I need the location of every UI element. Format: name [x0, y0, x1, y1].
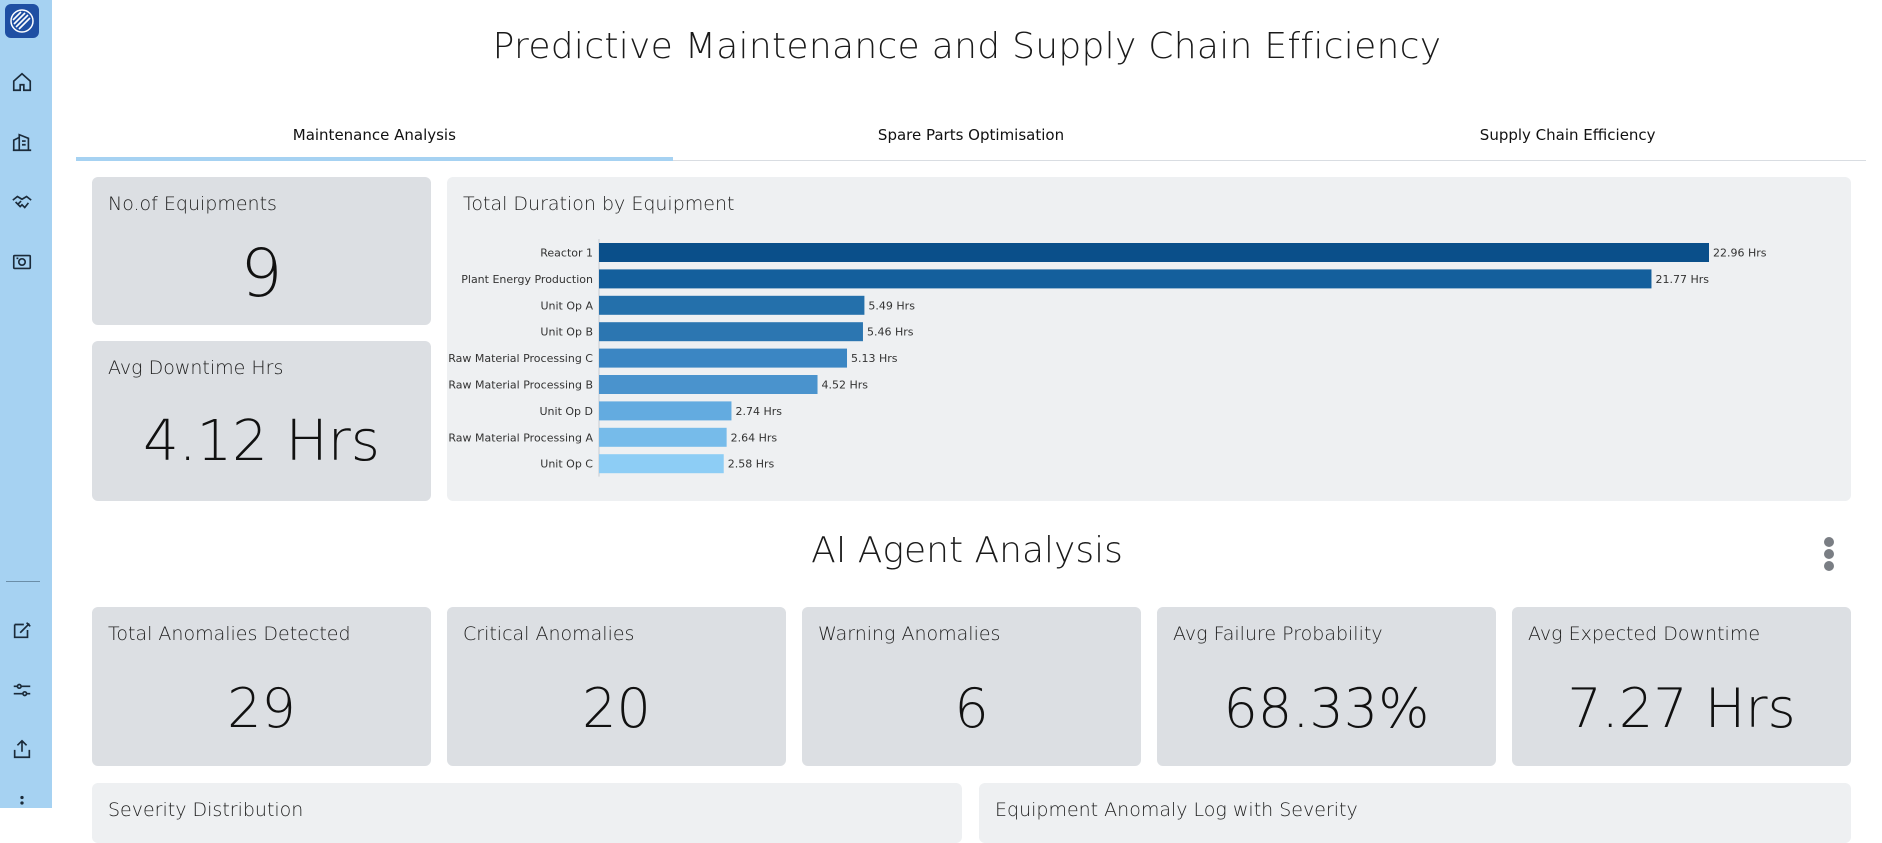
home-icon[interactable]	[9, 69, 35, 95]
kpi-title: Warning Anomalies	[818, 623, 1001, 645]
kpi-value: 20	[582, 677, 651, 740]
bar[interactable]	[599, 401, 732, 421]
bar[interactable]	[599, 295, 865, 315]
duration-bar-chart: Reactor 1 22.96 Hrs Plant Energy Productio…	[448, 239, 1767, 477]
sidebar-divider	[6, 581, 40, 582]
bar[interactable]	[599, 427, 727, 447]
category-label: Raw Material Processing B	[448, 379, 593, 392]
kpi-title: Critical Anomalies	[463, 623, 635, 645]
page-title: Predictive Maintenance and Supply Chain …	[492, 26, 1442, 67]
handshake-icon[interactable]	[9, 189, 35, 215]
card-title: Equipment Anomaly Log with Severity	[995, 799, 1358, 821]
card-title: Severity Distribution	[108, 799, 304, 821]
kebab-menu-icon[interactable]	[1820, 536, 1838, 574]
bar[interactable]	[599, 243, 1709, 262]
chart-title: Total Duration by Equipment	[463, 193, 735, 215]
duration-chart-card: Total Duration by Equipment Reactor 1 22.…	[447, 177, 1851, 501]
ai-kpi-card-expected-downtime: Avg Expected Downtime 7.27 Hrs	[1512, 607, 1851, 766]
category-label: Unit Op A	[540, 299, 593, 312]
data-label: 2.58 Hrs	[728, 458, 775, 471]
kpi-card-equipments: No.of Equipments 9	[92, 177, 431, 325]
kpi-value: 7.27 Hrs	[1567, 677, 1796, 740]
category-label: Unit Op B	[540, 326, 593, 339]
data-label: 5.46 Hrs	[867, 326, 914, 339]
tab-bar: Maintenance Analysis Spare Parts Optimis…	[76, 118, 1866, 161]
kpi-title: Avg Expected Downtime	[1528, 623, 1761, 645]
main-content: Predictive Maintenance and Supply Chain …	[52, 0, 1882, 843]
category-label: Unit Op C	[540, 458, 593, 471]
sidebar	[0, 0, 52, 808]
severity-distribution-card: Severity Distribution	[92, 783, 962, 843]
kpi-value: 4.12 Hrs	[143, 409, 380, 474]
bar[interactable]	[599, 375, 818, 394]
category-label: Plant Energy Production	[461, 273, 593, 286]
ai-kpi-card-total-anomalies: Total Anomalies Detected 29	[92, 607, 431, 766]
kpi-card-downtime: Avg Downtime Hrs 4.12 Hrs	[92, 341, 431, 501]
data-label: 5.49 Hrs	[868, 299, 915, 312]
data-label: 2.74 Hrs	[735, 405, 782, 418]
ai-kpi-card-warning: Warning Anomalies 6	[802, 607, 1141, 766]
app-logo[interactable]	[5, 4, 39, 38]
kpi-title: Avg Downtime Hrs	[108, 357, 284, 379]
data-label: 22.96 Hrs	[1713, 247, 1767, 260]
ai-kpi-card-critical: Critical Anomalies 20	[447, 607, 786, 766]
tab-maintenance-analysis[interactable]: Maintenance Analysis	[76, 118, 673, 161]
tab-supply-chain-efficiency[interactable]: Supply Chain Efficiency	[1479, 126, 1656, 144]
bar[interactable]	[599, 348, 848, 368]
camera-icon[interactable]	[9, 249, 35, 275]
anomaly-log-card: Equipment Anomaly Log with Severity	[979, 783, 1851, 843]
kpi-title: No.of Equipments	[108, 193, 277, 215]
buildings-icon[interactable]	[9, 129, 35, 155]
logo-icon	[10, 9, 34, 33]
category-label: Raw Material Processing A	[448, 431, 593, 444]
data-label: 5.13 Hrs	[851, 352, 898, 365]
sliders-icon[interactable]	[9, 677, 35, 703]
tab-spare-parts-optimisation[interactable]: Spare Parts Optimisation	[877, 126, 1065, 144]
kpi-title: Avg Failure Probability	[1173, 623, 1383, 645]
data-label: 4.52 Hrs	[822, 379, 869, 392]
kpi-value: 29	[227, 677, 296, 740]
edit-icon[interactable]	[9, 617, 35, 643]
kpi-value: 9	[240, 235, 283, 312]
ai-section-title: AI Agent Analysis	[811, 530, 1123, 571]
data-label: 2.64 Hrs	[731, 431, 778, 444]
bar[interactable]	[599, 269, 1652, 289]
share-icon[interactable]	[9, 736, 35, 762]
bar[interactable]	[599, 454, 724, 474]
category-label: Unit Op D	[540, 405, 594, 418]
kpi-title: Total Anomalies Detected	[108, 623, 351, 645]
bar[interactable]	[599, 322, 863, 342]
ai-kpi-card-failure-probability: Avg Failure Probability 68.33%	[1157, 607, 1496, 766]
category-label: Raw Material Processing C	[448, 352, 593, 365]
kpi-value: 68.33%	[1223, 677, 1430, 740]
more-icon[interactable]	[9, 790, 35, 816]
category-label: Reactor 1	[540, 247, 593, 260]
data-label: 21.77 Hrs	[1655, 273, 1709, 286]
kpi-value: 6	[954, 677, 989, 740]
